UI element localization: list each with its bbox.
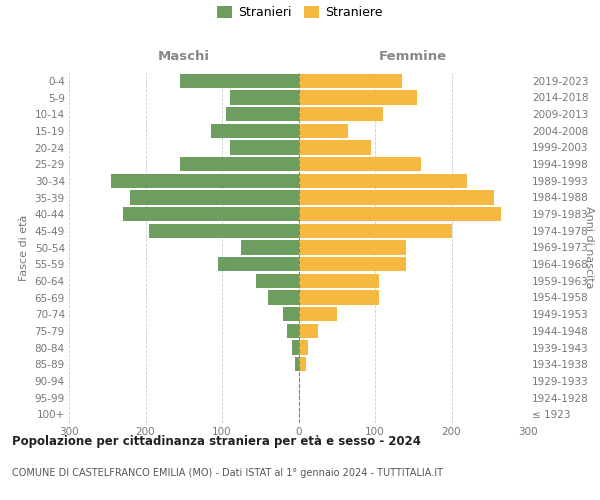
Bar bbox=[230, 90, 299, 104]
Bar bbox=[299, 174, 467, 188]
Bar bbox=[299, 324, 317, 338]
Bar bbox=[299, 274, 379, 288]
Text: Popolazione per cittadinanza straniera per età e sesso - 2024: Popolazione per cittadinanza straniera p… bbox=[12, 435, 421, 448]
Bar bbox=[130, 190, 299, 204]
Bar bbox=[299, 240, 406, 254]
Y-axis label: Anni di nascita: Anni di nascita bbox=[584, 206, 595, 288]
Bar bbox=[299, 207, 501, 221]
Bar bbox=[226, 107, 299, 121]
Bar bbox=[299, 124, 348, 138]
Text: COMUNE DI CASTELFRANCO EMILIA (MO) - Dati ISTAT al 1° gennaio 2024 - TUTTITALIA.: COMUNE DI CASTELFRANCO EMILIA (MO) - Dat… bbox=[12, 468, 443, 477]
Bar bbox=[299, 224, 452, 238]
Bar bbox=[299, 107, 383, 121]
Bar bbox=[287, 324, 299, 338]
Bar bbox=[295, 357, 299, 371]
Bar bbox=[211, 124, 299, 138]
Bar bbox=[299, 74, 402, 88]
Bar bbox=[111, 174, 299, 188]
Bar bbox=[241, 240, 299, 254]
Bar bbox=[256, 274, 299, 288]
Bar bbox=[292, 340, 299, 354]
Bar bbox=[299, 190, 494, 204]
Bar bbox=[268, 290, 299, 304]
Bar bbox=[218, 257, 299, 271]
Bar bbox=[299, 340, 308, 354]
Text: Maschi: Maschi bbox=[158, 50, 210, 62]
Bar bbox=[299, 157, 421, 171]
Bar bbox=[180, 157, 299, 171]
Y-axis label: Fasce di età: Fasce di età bbox=[19, 214, 29, 280]
Bar bbox=[299, 257, 406, 271]
Bar bbox=[230, 140, 299, 154]
Legend: Stranieri, Straniere: Stranieri, Straniere bbox=[217, 6, 383, 19]
Bar bbox=[149, 224, 299, 238]
Bar bbox=[299, 290, 379, 304]
Bar bbox=[299, 90, 417, 104]
Bar bbox=[180, 74, 299, 88]
Text: Femmine: Femmine bbox=[379, 50, 448, 62]
Bar bbox=[299, 357, 306, 371]
Bar bbox=[299, 307, 337, 322]
Bar bbox=[122, 207, 299, 221]
Bar bbox=[299, 140, 371, 154]
Bar bbox=[283, 307, 299, 322]
